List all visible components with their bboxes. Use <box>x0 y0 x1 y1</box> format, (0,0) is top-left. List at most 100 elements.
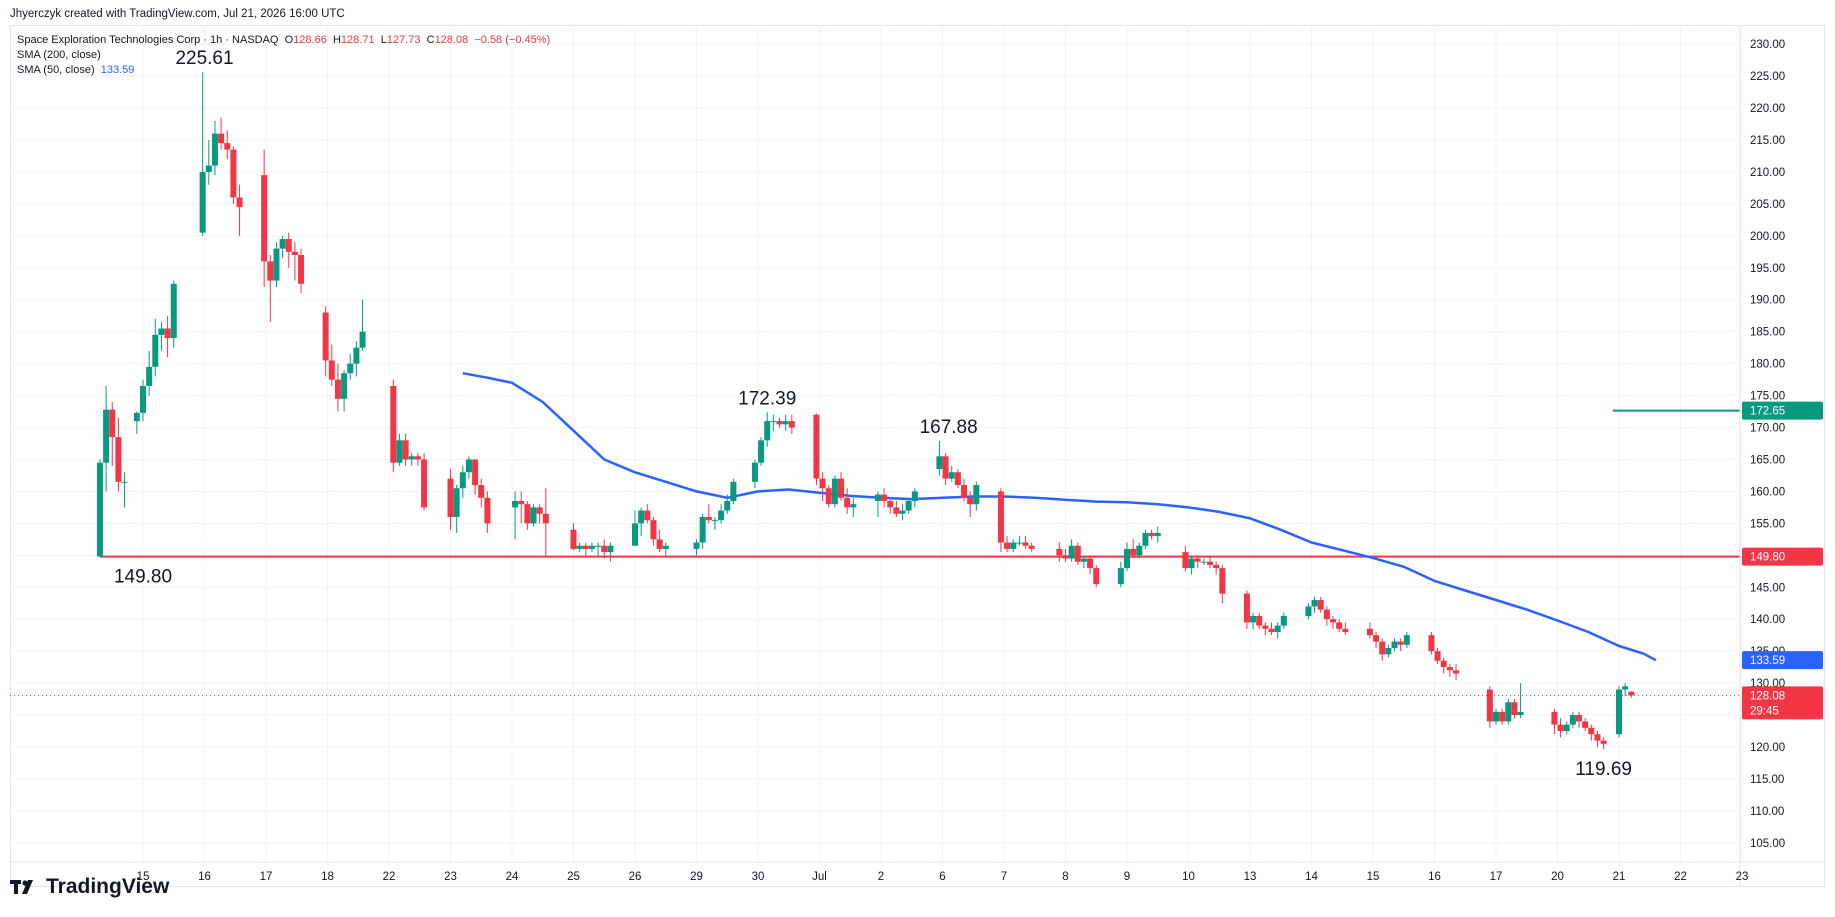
candle-body <box>273 248 280 281</box>
x-tick-label: 6 <box>939 871 945 883</box>
candle-body <box>705 516 712 521</box>
candle-up <box>905 497 912 514</box>
candle-body <box>850 504 857 508</box>
candle-body <box>1563 724 1570 732</box>
candle-down <box>967 491 974 517</box>
y-tick-label: 220.00 <box>1750 103 1785 115</box>
candle-body <box>1124 548 1130 569</box>
candle-body <box>1154 532 1161 537</box>
annotations-layer: 225.61 149.80 172.39 167.88 119.69 <box>114 48 1632 780</box>
candle-body <box>285 239 292 252</box>
candle-body <box>447 478 454 517</box>
candle-body <box>764 421 771 441</box>
candle-body <box>825 488 832 505</box>
y-tick-label: 165.00 <box>1750 454 1785 466</box>
annotation-label: 172.39 <box>738 388 796 409</box>
high-label: H <box>332 34 341 46</box>
candle-body <box>576 545 583 549</box>
tradingview-logo[interactable]: TradingView <box>10 875 169 899</box>
candle-body <box>402 440 409 460</box>
candle-down <box>421 453 428 511</box>
candle-down <box>582 542 589 556</box>
candle-up <box>764 412 771 447</box>
candle-up <box>1385 644 1392 658</box>
annotation-label: 225.61 <box>175 48 233 69</box>
candle-down <box>1056 542 1063 562</box>
candle-body <box>1576 715 1583 722</box>
x-tick-label: 8 <box>1062 871 1068 883</box>
candle-up <box>638 507 645 537</box>
candle-body <box>484 497 491 524</box>
candle-down <box>1428 631 1435 655</box>
x-tick-label: 22 <box>383 871 396 883</box>
candle-body <box>1440 660 1447 668</box>
candle-body <box>730 481 737 502</box>
chart-legend: Space Exploration Technologies Corp · 1h… <box>17 33 550 78</box>
x-tick-label: 13 <box>1244 871 1257 883</box>
candle-down <box>1148 529 1155 540</box>
candle-body <box>1219 568 1226 594</box>
y-tick-label: 170.00 <box>1750 423 1785 435</box>
candle-body <box>1600 740 1607 744</box>
tag-last-label: 128.08 <box>1750 690 1785 702</box>
candle-body <box>724 501 731 511</box>
candle-body <box>334 379 341 399</box>
candle-body <box>465 459 472 473</box>
candle-up <box>453 485 460 533</box>
candle-down <box>1379 638 1386 661</box>
legend-sma50-row[interactable]: SMA (50, close) 133.59 <box>17 63 550 78</box>
change-value: −0.58 (−0.45%) <box>474 34 551 46</box>
candle-body <box>1622 686 1629 690</box>
candle-body <box>1569 715 1576 725</box>
candle-down <box>1093 564 1100 588</box>
chart-credit: Jhyerczyk created with TradingView.com, … <box>10 8 345 20</box>
candle-down <box>1182 545 1189 572</box>
candle-body <box>512 501 519 508</box>
candle-body <box>347 363 354 374</box>
sma50-value: 133.59 <box>100 64 135 76</box>
candle-body <box>936 456 943 470</box>
candle-body <box>1428 635 1435 652</box>
candle-body <box>472 459 479 486</box>
candle-body <box>1385 647 1392 655</box>
candle-down <box>218 117 225 150</box>
candle-down <box>1062 548 1069 562</box>
candle-body <box>718 510 725 521</box>
candle-body <box>1028 545 1035 549</box>
candle-down <box>1434 647 1441 664</box>
candle-body <box>536 507 543 514</box>
candle-down <box>224 130 231 160</box>
candle-up <box>211 120 218 176</box>
candle-body <box>1087 558 1094 569</box>
candle-up <box>1016 536 1023 546</box>
candle-body <box>844 497 851 508</box>
candle-body <box>607 545 614 553</box>
candle-down <box>1262 622 1269 636</box>
legend-sma200-row[interactable]: SMA (200, close) <box>17 48 550 63</box>
candle-up <box>936 441 943 476</box>
y-tick-label: 145.00 <box>1750 582 1785 594</box>
candle-up <box>1616 686 1622 738</box>
x-tick-label: 21 <box>1613 871 1626 883</box>
candle-body <box>353 347 360 364</box>
candle-down <box>1453 663 1460 680</box>
candle-down <box>1446 663 1453 677</box>
candle-up <box>576 542 583 553</box>
close-label: C <box>426 34 435 46</box>
candle-down <box>1511 699 1518 719</box>
candle-body <box>887 501 894 508</box>
candle-body <box>230 149 237 198</box>
candle-down <box>1256 612 1263 629</box>
candle-down <box>1330 616 1337 629</box>
candle-body <box>322 312 329 361</box>
sma50-label: SMA (50, close) <box>17 64 95 76</box>
candle-up <box>1391 638 1398 652</box>
symbol-title[interactable]: Space Exploration Technologies Corp · 1h… <box>17 34 279 46</box>
x-tick-label: 23 <box>1736 871 1749 883</box>
candle-up <box>1142 529 1149 549</box>
tag-last-bg <box>1742 686 1823 720</box>
tag-support-bg <box>1742 547 1823 566</box>
candle-body <box>205 165 212 172</box>
candle-up <box>341 370 348 412</box>
